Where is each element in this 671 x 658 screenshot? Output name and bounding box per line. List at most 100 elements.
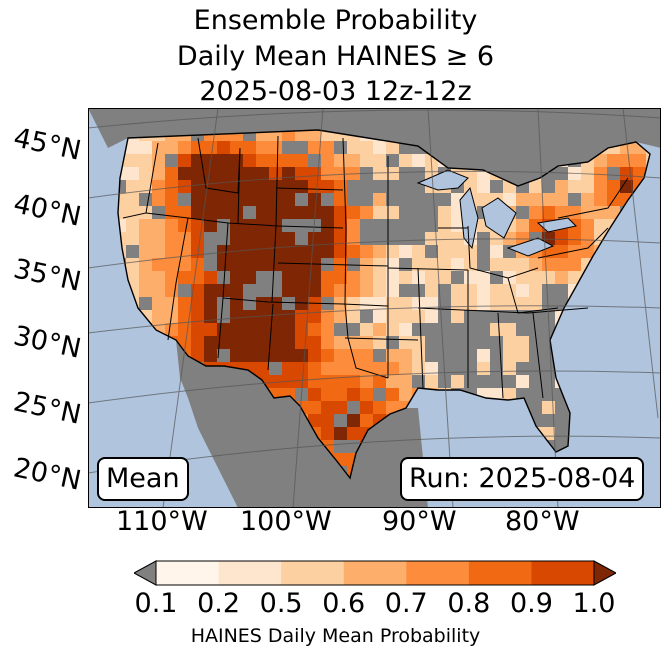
probability-cell — [542, 401, 555, 414]
probability-cell — [243, 193, 256, 206]
lat-label-30: 30°N — [10, 320, 84, 365]
probability-cell — [347, 284, 360, 297]
probability-cell — [633, 154, 646, 167]
probability-cell — [464, 375, 477, 388]
probability-cell — [438, 336, 451, 349]
probability-cell — [360, 297, 373, 310]
probability-cell — [243, 245, 256, 258]
probability-cell — [529, 388, 542, 401]
probability-cell — [555, 180, 568, 193]
colorbar-tick-label: 1.0 — [572, 588, 616, 619]
probability-cell — [152, 245, 165, 258]
probability-cell — [334, 362, 347, 375]
probability-cell — [282, 180, 295, 193]
title-line-1: Ensemble Probability — [193, 5, 478, 36]
mexico-land — [176, 340, 428, 508]
probability-cell — [178, 310, 191, 323]
probability-cell — [334, 219, 347, 232]
probability-cell — [256, 180, 269, 193]
probability-cell — [282, 336, 295, 349]
probability-cell — [516, 297, 529, 310]
probability-cell — [204, 271, 217, 284]
probability-cell — [529, 271, 542, 284]
probability-cell — [360, 271, 373, 284]
probability-cell — [191, 271, 204, 284]
probability-cell — [555, 167, 568, 180]
probability-cell — [347, 180, 360, 193]
probability-cell — [464, 362, 477, 375]
probability-cell — [191, 141, 204, 154]
probability-cell — [412, 232, 425, 245]
probability-cell — [178, 297, 191, 310]
probability-cell — [282, 232, 295, 245]
probability-cell — [334, 388, 347, 401]
probability-cell — [451, 245, 464, 258]
probability-cell — [230, 219, 243, 232]
probability-cell — [126, 245, 139, 258]
probability-cell — [243, 323, 256, 336]
great-lakes — [416, 169, 578, 257]
probability-cell — [334, 271, 347, 284]
probability-cell — [204, 323, 217, 336]
probability-cell — [412, 258, 425, 271]
probability-cell — [581, 245, 594, 258]
probability-cell — [620, 154, 633, 167]
probability-cell — [438, 284, 451, 297]
probability-cell — [386, 141, 399, 154]
probability-cell — [152, 206, 165, 219]
probability-cell — [464, 349, 477, 362]
probability-cell — [165, 258, 178, 271]
probability-cell — [529, 349, 542, 362]
probability-cell — [152, 232, 165, 245]
probability-cell — [412, 245, 425, 258]
probability-cell — [334, 414, 347, 427]
probability-cell — [464, 310, 477, 323]
probability-cell — [399, 349, 412, 362]
probability-cell — [139, 219, 152, 232]
probability-cell — [360, 258, 373, 271]
probability-cell — [269, 258, 282, 271]
probability-cell — [516, 258, 529, 271]
probability-cell — [386, 193, 399, 206]
probability-cell — [347, 427, 360, 440]
colorbar-segment — [281, 561, 345, 585]
probability-cell — [321, 206, 334, 219]
probability-cell — [542, 271, 555, 284]
colorbar-segments — [156, 561, 595, 585]
probability-cell — [295, 258, 308, 271]
probability-cell — [464, 180, 477, 193]
title-line-3: 2025-08-03 12z-12z — [199, 76, 472, 107]
probability-cell — [243, 130, 256, 141]
probability-cell — [256, 258, 269, 271]
probability-cell — [542, 297, 555, 310]
probability-cell — [373, 401, 386, 414]
probability-cell — [118, 206, 126, 219]
probability-cell — [256, 349, 269, 362]
probability-cell — [256, 130, 269, 141]
probability-cell — [347, 206, 360, 219]
colorbar-tick-label: 0.7 — [384, 588, 428, 619]
probability-cell — [477, 245, 490, 258]
probability-cell — [217, 271, 230, 284]
probability-cell — [230, 336, 243, 349]
probability-cell — [308, 310, 321, 323]
probability-cell — [529, 193, 542, 206]
probability-cell — [555, 284, 568, 297]
probability-cell — [490, 258, 503, 271]
probability-cell — [399, 167, 412, 180]
probability-cell — [321, 388, 334, 401]
probability-cell — [139, 297, 152, 310]
probability-cell — [308, 323, 321, 336]
probability-cell — [568, 258, 581, 271]
probability-cell — [282, 130, 295, 141]
probability-cell — [126, 206, 139, 219]
probability-cell — [399, 297, 412, 310]
probability-cell — [321, 414, 334, 427]
probability-cell — [243, 141, 256, 154]
probability-cell — [425, 271, 438, 284]
probability-cell — [542, 258, 555, 271]
probability-cell — [347, 232, 360, 245]
probability-cell — [256, 310, 269, 323]
probability-cell — [295, 167, 308, 180]
probability-cell — [386, 310, 399, 323]
